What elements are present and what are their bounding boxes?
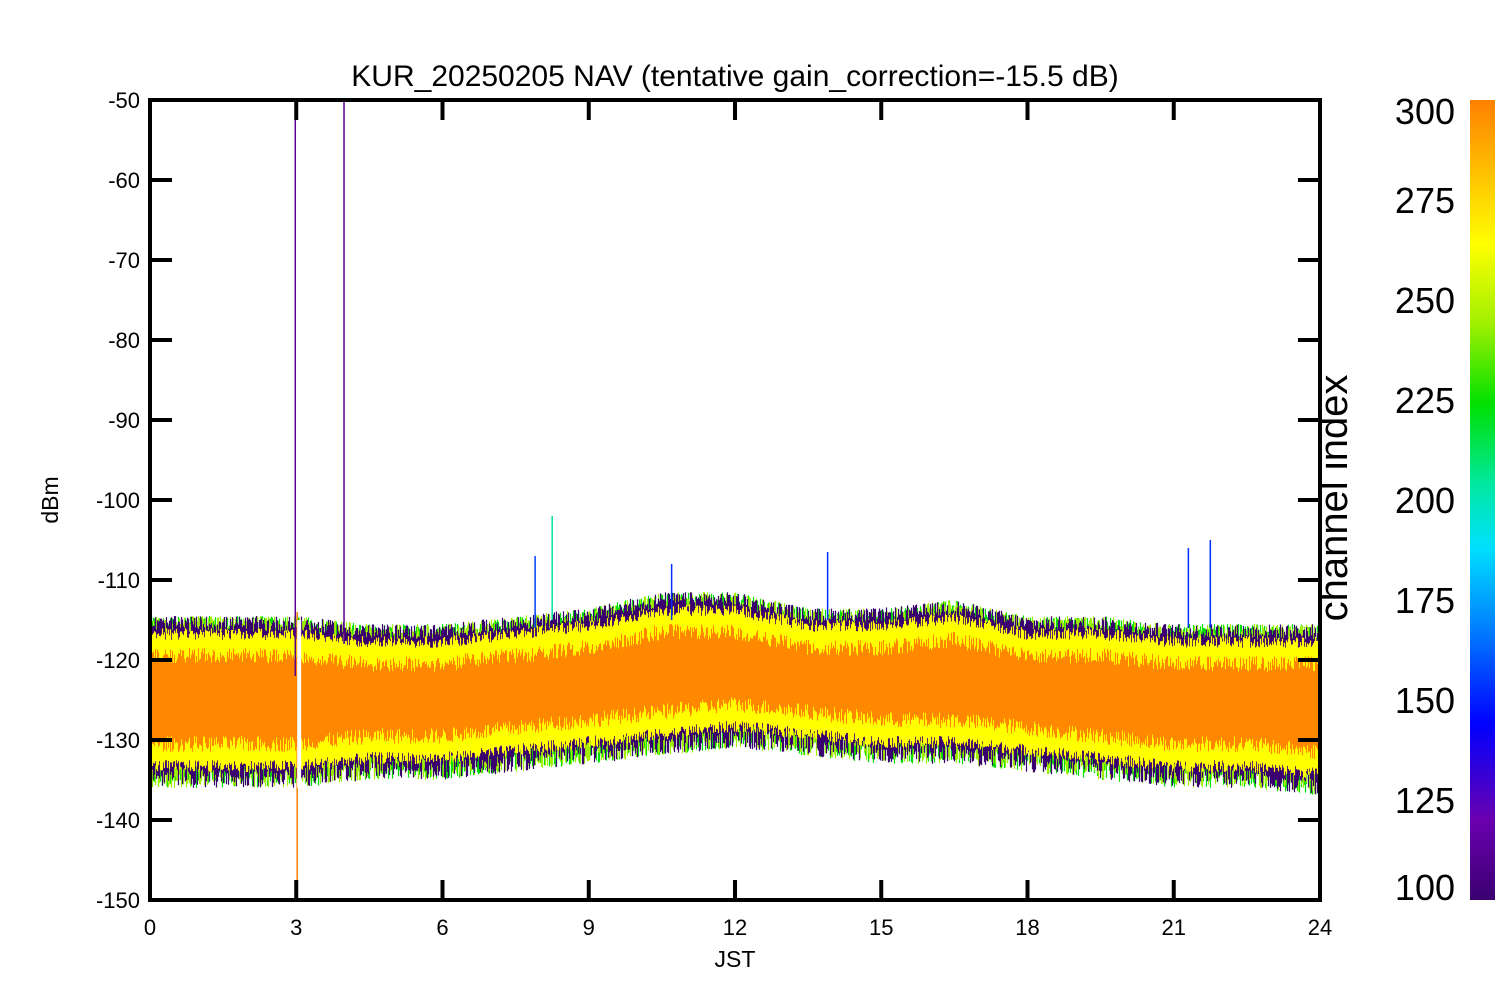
- colorbar-tick-label: 100: [1395, 867, 1455, 908]
- y-tick-label: -100: [96, 488, 140, 513]
- y-tick-label: -150: [96, 888, 140, 913]
- colorbar: [1470, 100, 1495, 900]
- x-tick-label: 24: [1308, 915, 1332, 940]
- colorbar-tick-label: 125: [1395, 780, 1455, 821]
- x-tick-label: 15: [869, 915, 893, 940]
- colorbar-tick-label: 225: [1395, 380, 1455, 421]
- plot-area: [150, 100, 1320, 900]
- colorbar-ticks: 300 275 250 225 200 175 150 125 100: [1395, 91, 1455, 908]
- y-tick-label: -140: [96, 808, 140, 833]
- colorbar-tick-label: 175: [1395, 580, 1455, 621]
- y-axis: -50 -60 -70 -80 -90 -100 -110 -120 -130 -140 -150: [96, 88, 1320, 913]
- colorbar-tick-label: 300: [1395, 91, 1455, 132]
- colorbar-tick-label: 250: [1395, 280, 1455, 321]
- x-tick-label: 3: [290, 915, 302, 940]
- y-tick-label: -50: [108, 88, 140, 113]
- x-tick-label: 0: [144, 915, 156, 940]
- y-axis-label: dBm: [37, 476, 63, 523]
- x-tick-label: 9: [583, 915, 595, 940]
- colorbar-tick-label: 150: [1395, 680, 1455, 721]
- y-tick-label: -130: [96, 728, 140, 753]
- x-tick-label: 6: [436, 915, 448, 940]
- x-axis: 0 3 6 9 12 15 18 21 24: [144, 100, 1332, 940]
- x-tick-label: 18: [1015, 915, 1039, 940]
- y-tick-label: -70: [108, 248, 140, 273]
- y-tick-label: -90: [108, 408, 140, 433]
- colorbar-tick-label: 275: [1395, 180, 1455, 221]
- y-tick-label: -60: [108, 168, 140, 193]
- x-tick-label: 21: [1162, 915, 1186, 940]
- data-gap: [297, 620, 302, 788]
- colorbar-tick-label: 200: [1395, 480, 1455, 521]
- x-tick-label: 12: [723, 915, 747, 940]
- colorbar-label: channel index: [1312, 375, 1356, 622]
- y-tick-label: -110: [98, 568, 140, 593]
- chart-title: KUR_20250205 NAV (tentative gain_correct…: [351, 60, 1118, 93]
- y-tick-label: -80: [108, 328, 140, 353]
- x-axis-label: JST: [715, 946, 756, 972]
- y-tick-label: -120: [96, 648, 140, 673]
